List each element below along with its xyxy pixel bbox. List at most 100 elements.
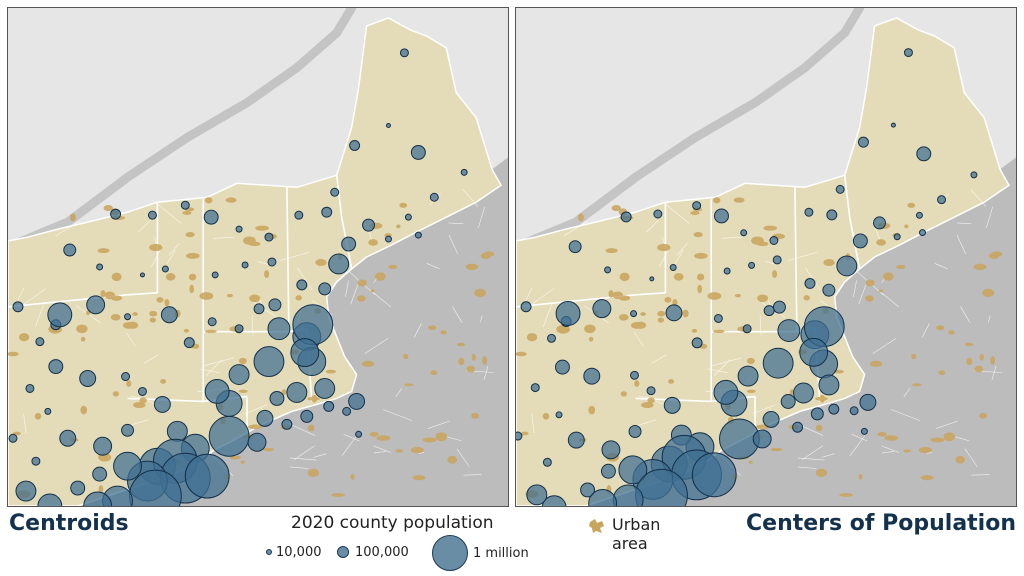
county-bubble: [286, 381, 308, 403]
county-bubble: [780, 394, 796, 409]
county-bubble: [762, 410, 780, 428]
county-bubble: [410, 144, 426, 160]
county-bubble: [296, 279, 308, 291]
county-bubble: [742, 324, 752, 334]
county-bubble: [211, 271, 219, 279]
county-bubble: [737, 365, 759, 387]
county-bubble: [554, 359, 570, 375]
county-bubble: [204, 379, 230, 404]
panel-title-centers-of-population: Centers of Population: [746, 511, 1016, 536]
county-bubble: [530, 383, 540, 393]
county-bubble: [290, 338, 320, 368]
county-bubble: [253, 303, 265, 315]
county-bubble: [890, 122, 896, 128]
st-lawrence-river: [8, 8, 357, 252]
county-bubble: [96, 263, 104, 271]
county-bubble: [849, 406, 859, 416]
county-bubble: [691, 337, 703, 349]
county-bubble: [583, 367, 601, 385]
county-bubble: [31, 456, 41, 466]
legend-label-10000: 10,000: [276, 545, 322, 560]
county-bubble: [762, 347, 794, 379]
county-bubble: [253, 346, 285, 378]
county-bubble: [292, 304, 334, 346]
county-bubble: [516, 431, 523, 441]
county-bubble: [601, 440, 621, 460]
map-centers-of-population: [516, 8, 1016, 506]
county-bubble: [269, 390, 285, 406]
county-bubble: [44, 407, 52, 415]
county-bubble: [723, 267, 731, 275]
county-bubble: [810, 407, 824, 421]
county-bubble: [318, 282, 332, 296]
county-bubble: [804, 277, 816, 289]
county-bubble: [25, 383, 35, 393]
county-bubble: [713, 313, 723, 323]
canada-region: [8, 8, 508, 242]
urban-area-label: Urban area: [612, 515, 660, 553]
county-bubble: [47, 302, 73, 328]
county-bubble: [628, 425, 642, 438]
county-bubble: [937, 195, 947, 205]
population-bubbles: [8, 48, 468, 506]
county-bubble: [281, 418, 293, 430]
county-bubble: [267, 317, 291, 341]
county-bubble: [691, 452, 737, 498]
county-bubble: [328, 253, 350, 275]
county-bubble: [183, 337, 195, 349]
county-bubble: [348, 392, 366, 410]
county-bubble: [355, 430, 363, 438]
county-bubble: [330, 187, 340, 197]
panel-title-centroids: Centroids: [9, 511, 129, 536]
county-bubble: [818, 374, 840, 396]
county-bubble: [852, 233, 868, 249]
county-bubble: [653, 209, 663, 219]
county-bubble: [86, 295, 106, 315]
urban-area-swatch: [589, 519, 604, 533]
county-bubble: [541, 495, 567, 506]
county-bubble: [342, 406, 352, 416]
county-bubble: [915, 211, 923, 219]
county-bubble: [714, 208, 729, 224]
county-bubble: [294, 210, 304, 220]
map-centroids: [8, 8, 508, 506]
county-bubble: [161, 265, 169, 273]
county-bubble: [349, 139, 361, 151]
county-bubble: [592, 299, 612, 319]
county-bubble: [139, 272, 145, 278]
county-bubble: [970, 171, 978, 179]
county-bubble: [663, 396, 681, 414]
county-bubble: [48, 359, 64, 375]
legend-label-100000: 100,000: [355, 545, 409, 560]
county-bubble: [772, 255, 782, 265]
county-boundaries: [524, 189, 1002, 487]
county-bubble: [79, 370, 97, 387]
county-bubble: [264, 232, 274, 242]
county-bubble: [804, 207, 814, 217]
county-bubble: [35, 337, 45, 347]
county-bubble: [916, 146, 932, 162]
county-bubble: [110, 208, 122, 220]
county-bubble: [769, 236, 779, 245]
county-bubble: [256, 409, 274, 427]
county-bubble: [580, 482, 596, 498]
county-bubble: [835, 184, 845, 194]
county-bubble: [228, 364, 250, 385]
county-bubble: [918, 229, 926, 237]
county-bubble: [860, 427, 868, 435]
county-bubble: [399, 48, 409, 58]
county-bubble: [568, 240, 582, 254]
legend-title: 2020 county population: [291, 513, 494, 533]
county-bubble: [542, 457, 552, 467]
county-bubble: [314, 378, 336, 399]
county-bubble: [752, 429, 772, 449]
county-bubble: [460, 168, 468, 176]
county-bubble: [859, 393, 877, 411]
county-bubble: [555, 411, 563, 419]
county-bubble: [799, 337, 829, 367]
county-bubble: [63, 243, 77, 257]
legend-dot-100000: [337, 546, 349, 558]
county-bubble: [665, 304, 683, 322]
county-bubble: [121, 372, 131, 382]
county-bubble: [15, 480, 37, 502]
